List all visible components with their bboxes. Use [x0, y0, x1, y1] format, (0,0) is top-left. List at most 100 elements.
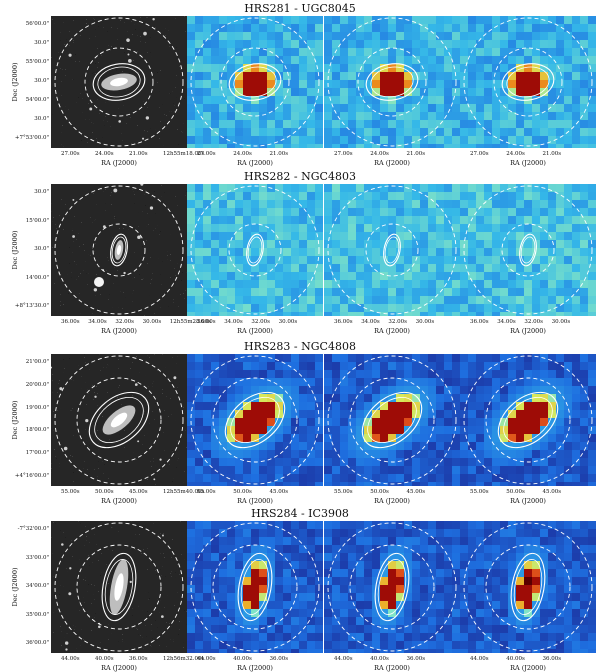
flux-map-panel — [187, 16, 323, 148]
x-tick-label: 34.00s — [88, 319, 107, 325]
flux-map-panel — [460, 184, 596, 316]
x-tick-label: 50.00s — [370, 489, 389, 495]
y-tick-label: +7°53'00.0" — [14, 135, 49, 141]
x-tick-label: 44.00s — [61, 656, 80, 662]
flux-map-panel — [324, 184, 460, 316]
x-axis-label: RA (J2000) — [237, 664, 273, 672]
x-axis-label: RA (J2000) — [374, 327, 410, 335]
flux-map-panel — [460, 354, 596, 486]
x-axis-label: RA (J2000) — [101, 327, 137, 335]
x-tick-label: 55.00s — [61, 489, 80, 495]
x-tick-label: 27.00s — [470, 151, 489, 157]
y-tick-label: 30.0" — [34, 246, 49, 252]
y-tick-label: 56'00.0" — [25, 21, 49, 27]
x-tick-label: 21.00s — [406, 151, 426, 157]
y-tick-label: 35'00.0" — [25, 611, 49, 618]
row-title: HRS281 - UGC8045 — [244, 2, 356, 15]
x-tick-label: 36.00s — [269, 656, 289, 662]
x-tick-label: 21.00s — [542, 151, 562, 157]
x-tick-label: 34.00s — [361, 319, 380, 325]
x-tick-label: 36.00s — [334, 319, 353, 325]
x-tick-label: 12h55m28.00s — [169, 319, 212, 325]
y-tick-label: 14'00.0" — [25, 274, 49, 281]
y-axis-label: Dec (J2000) — [11, 400, 19, 440]
flux-map-panel — [187, 354, 323, 486]
x-tick-label: 45.00s — [129, 489, 148, 495]
x-tick-label: 50.00s — [95, 489, 114, 495]
x-tick-label: 24.00s — [370, 151, 389, 157]
optical-image-panel — [51, 354, 187, 486]
x-tick-label: 12h55m40.00s — [163, 489, 205, 495]
x-tick-label: 55.00s — [470, 489, 489, 495]
y-tick-label: 34'00.0" — [25, 583, 49, 589]
y-tick-label: 21'00.0" — [25, 359, 49, 365]
optical-image-panel — [51, 521, 187, 653]
x-tick-label: 34.00s — [497, 319, 516, 325]
row-title: HRS283 - NGC4808 — [244, 340, 356, 353]
y-tick-label: -7°32'00.0" — [17, 526, 49, 532]
y-tick-label: 18'00.0" — [25, 427, 49, 434]
x-axis-label: RA (J2000) — [237, 497, 273, 505]
y-axis-label: Dec (J2000) — [11, 62, 19, 102]
x-tick-label: 21.00s — [129, 151, 148, 157]
x-tick-label: 27.00s — [61, 151, 80, 157]
y-tick-label: 33'00.0" — [25, 554, 49, 561]
x-tick-label: 40.00s — [95, 656, 114, 662]
x-axis-label: RA (J2000) — [374, 664, 410, 672]
optical-image-panel — [51, 184, 187, 316]
x-tick-label: 32.00s — [388, 319, 407, 325]
x-tick-label: 36.00s — [406, 656, 426, 662]
y-tick-label: 54'00.0" — [25, 97, 49, 103]
x-tick-label: 55.00s — [197, 489, 216, 495]
x-tick-label: 50.00s — [506, 489, 525, 495]
x-tick-label: 32.00s — [115, 319, 134, 325]
y-axis-label: Dec (J2000) — [11, 567, 19, 607]
y-tick-label: 15'00.0" — [25, 217, 49, 224]
x-tick-label: 36.00s — [197, 319, 216, 325]
y-tick-label: 55'00.0" — [25, 59, 49, 65]
flux-map-panel — [324, 354, 460, 486]
x-axis-label: RA (J2000) — [510, 664, 546, 672]
x-tick-label: 36.00s — [129, 656, 148, 662]
x-tick-label: 27.00s — [197, 151, 216, 157]
x-tick-label: 44.00s — [197, 656, 216, 662]
y-tick-label: 20'00.0" — [25, 381, 49, 388]
x-axis-label: RA (J2000) — [374, 159, 410, 167]
x-tick-label: 12h56m32.00s — [163, 656, 205, 662]
x-tick-label: 45.00s — [406, 489, 426, 495]
x-axis-label: RA (J2000) — [101, 159, 137, 167]
x-tick-label: 40.00s — [233, 656, 252, 662]
x-axis-label: RA (J2000) — [510, 327, 546, 335]
x-tick-label: 45.00s — [542, 489, 562, 495]
x-tick-label: 45.00s — [269, 489, 289, 495]
y-axis-label: Dec (J2000) — [11, 230, 19, 270]
x-tick-label: 36.00s — [61, 319, 80, 325]
x-tick-label: 36.00s — [470, 319, 489, 325]
x-tick-label: 50.00s — [233, 489, 252, 495]
flux-map-panel — [324, 521, 460, 653]
x-tick-label: 32.00s — [251, 319, 270, 325]
x-axis-label: RA (J2000) — [510, 159, 546, 167]
flux-map-panel — [187, 184, 323, 316]
flux-map-panel — [187, 521, 323, 653]
x-tick-label: 24.00s — [95, 151, 114, 157]
x-tick-label: 44.00s — [470, 656, 489, 662]
y-tick-label: 30.0" — [34, 116, 49, 122]
x-axis-label: RA (J2000) — [101, 497, 137, 505]
y-tick-label: 36'00.0" — [25, 640, 49, 646]
x-axis-label: RA (J2000) — [374, 497, 410, 505]
y-tick-label: 30.0" — [34, 40, 49, 46]
flux-map-panel — [324, 16, 460, 148]
y-tick-label: 30.0" — [34, 189, 49, 195]
x-tick-label: 12h55m18.00s — [163, 151, 205, 157]
x-tick-label: 30.00s — [142, 319, 162, 325]
x-tick-label: 40.00s — [506, 656, 525, 662]
row-title: HRS282 - NGC4803 — [244, 170, 356, 183]
y-tick-label: +4°16'00.0" — [14, 473, 49, 479]
x-axis-label: RA (J2000) — [101, 664, 137, 672]
x-tick-label: 30.00s — [551, 319, 571, 325]
x-tick-label: 21.00s — [269, 151, 289, 157]
x-tick-label: 30.00s — [415, 319, 435, 325]
y-tick-label: 19'00.0" — [25, 404, 49, 411]
x-tick-label: 24.00s — [506, 151, 525, 157]
